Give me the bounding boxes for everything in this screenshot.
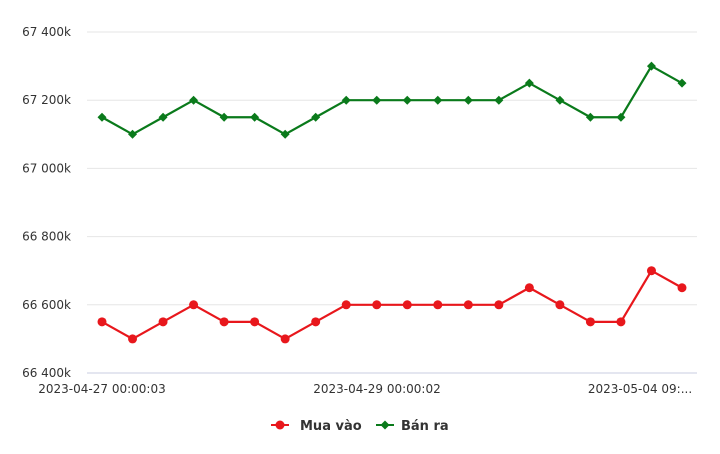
legend-marker <box>380 420 390 430</box>
legend-marker <box>275 420 285 430</box>
data-point[interactable] <box>372 300 382 310</box>
data-point[interactable] <box>280 334 290 344</box>
data-point[interactable] <box>341 300 351 310</box>
x-tick-label: 2023-04-29 00:00:02 <box>313 382 440 396</box>
y-tick-label: 66 800k <box>22 230 71 244</box>
x-tick-label: 2023-05-04 09:... <box>588 382 692 396</box>
data-point[interactable] <box>555 300 565 310</box>
data-point[interactable] <box>158 317 168 327</box>
data-point[interactable] <box>128 129 138 139</box>
y-tick-label: 67 000k <box>22 161 71 175</box>
data-point[interactable] <box>677 283 687 293</box>
data-point[interactable] <box>250 112 260 122</box>
data-point[interactable] <box>494 300 504 310</box>
x-axis-ticks: 2023-04-27 00:00:03 2023-04-29 00:00:02 20… <box>38 382 692 396</box>
data-point[interactable] <box>616 317 626 327</box>
data-point[interactable] <box>372 95 382 105</box>
data-point[interactable] <box>128 334 138 344</box>
series-group <box>97 61 687 344</box>
data-point[interactable] <box>280 129 290 139</box>
data-point[interactable] <box>341 95 351 105</box>
data-point[interactable] <box>189 95 199 105</box>
legend-item-mua-vao[interactable]: Mua vào <box>271 419 362 434</box>
x-tick-label: 2023-04-27 00:00:03 <box>38 382 165 396</box>
legend-label: Mua vào <box>300 419 362 434</box>
data-point[interactable] <box>311 112 321 122</box>
data-point[interactable] <box>616 112 626 122</box>
data-point[interactable] <box>677 78 687 88</box>
data-point[interactable] <box>433 300 443 310</box>
data-point[interactable] <box>524 78 534 88</box>
data-point[interactable] <box>524 283 534 293</box>
data-point[interactable] <box>585 112 595 122</box>
series-line <box>101 64 683 136</box>
data-point[interactable] <box>97 317 107 327</box>
y-tick-label: 66 600k <box>22 298 71 312</box>
data-point[interactable] <box>494 95 504 105</box>
data-point[interactable] <box>463 300 473 310</box>
data-point[interactable] <box>585 317 595 327</box>
series-mua-vao[interactable] <box>97 266 687 344</box>
data-point[interactable] <box>219 317 229 327</box>
legend[interactable]: Mua vào Bán ra <box>271 419 449 434</box>
data-point[interactable] <box>402 300 412 310</box>
data-point[interactable] <box>402 95 412 105</box>
data-point[interactable] <box>250 317 260 327</box>
data-point[interactable] <box>189 300 199 310</box>
data-point[interactable] <box>433 95 443 105</box>
data-point[interactable] <box>158 112 168 122</box>
data-point[interactable] <box>311 317 321 327</box>
data-point[interactable] <box>646 266 656 276</box>
y-tick-label: 67 200k <box>22 93 71 107</box>
data-point[interactable] <box>463 95 473 105</box>
legend-label: Bán ra <box>401 419 449 434</box>
data-point[interactable] <box>97 112 107 122</box>
data-point[interactable] <box>646 61 656 71</box>
series-line <box>101 269 683 340</box>
data-point[interactable] <box>219 112 229 122</box>
series-ban-ra[interactable] <box>97 61 687 139</box>
y-tick-label: 67 400k <box>22 25 71 39</box>
data-point[interactable] <box>555 95 565 105</box>
y-tick-label: 66 400k <box>22 366 71 380</box>
y-axis-ticks: 66 400k 66 600k 66 800k 67 000k 67 200k 67 40… <box>22 25 71 380</box>
legend-item-ban-ra[interactable]: Bán ra <box>376 419 449 434</box>
